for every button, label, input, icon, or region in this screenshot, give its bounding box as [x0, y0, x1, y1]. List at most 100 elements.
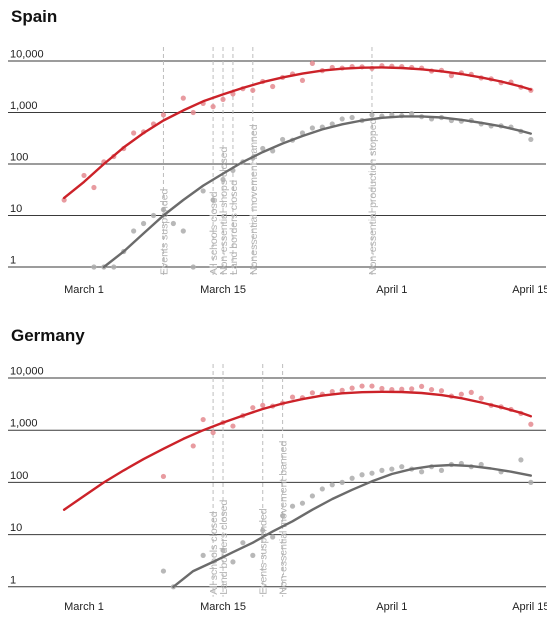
cases-point — [478, 395, 484, 401]
deaths-point — [131, 228, 137, 234]
cases-point — [299, 77, 306, 84]
x-tick-label: March 15 — [200, 601, 246, 613]
cases-point — [309, 60, 315, 66]
deaths-point — [369, 112, 375, 118]
y-tick-label: 1 — [10, 255, 16, 267]
deaths-point — [518, 457, 524, 463]
deaths-point — [379, 467, 385, 473]
event-label: Events suspended — [258, 508, 270, 595]
cases-point — [91, 184, 97, 191]
deaths-point — [111, 264, 117, 270]
x-tick-label: March 1 — [64, 284, 104, 296]
x-tick-label: April 15 — [512, 601, 547, 613]
cases-point — [61, 197, 67, 203]
deaths-point — [309, 125, 315, 131]
chart-title-germany: Germany — [11, 326, 85, 345]
cases-point — [438, 388, 445, 394]
deaths-point — [210, 197, 216, 203]
deaths-trend-line — [102, 115, 532, 269]
panel-germany: Germany 1 10 100 1,000 10,000 March 1 March 15… — [8, 326, 547, 613]
deaths-point — [240, 540, 246, 546]
event-label: Events suspended — [158, 188, 170, 275]
cases-point — [220, 96, 226, 102]
deaths-point — [349, 475, 355, 481]
deaths-point — [399, 464, 405, 470]
deaths-point — [250, 552, 256, 558]
deaths-point — [200, 552, 206, 558]
deaths-point — [528, 479, 534, 485]
cases-point — [180, 95, 186, 101]
cases-point — [160, 112, 167, 118]
deaths-point — [349, 114, 355, 121]
deaths-point — [419, 469, 425, 475]
cases-point — [190, 109, 196, 116]
deaths-point — [299, 500, 306, 506]
x-tick-label: March 1 — [64, 601, 104, 613]
cases-point — [458, 391, 464, 397]
cases-point — [369, 383, 375, 389]
deaths-point — [230, 559, 236, 565]
deaths-point — [200, 188, 206, 194]
chart-title-spain: Spain — [11, 7, 57, 26]
panel-spain: Spain 1 10 100 1,000 10,000 March 1 March 15 Ap… — [8, 7, 547, 296]
deaths-point — [160, 207, 167, 213]
deaths-point — [329, 121, 335, 127]
deaths-point — [190, 264, 196, 270]
deaths-point — [528, 136, 534, 143]
deaths-point — [329, 482, 335, 488]
event-label: Land borders closed — [218, 499, 230, 594]
deaths-point — [140, 220, 147, 227]
cases-point — [399, 386, 405, 392]
cases-point — [468, 389, 474, 395]
x-tick-label: April 1 — [376, 601, 407, 613]
deaths-trend-line — [172, 463, 532, 588]
x-tick-label: April 15 — [512, 284, 547, 296]
cases-point — [190, 443, 196, 449]
cases-point — [329, 388, 335, 395]
deaths-point — [220, 176, 226, 183]
deaths-point — [160, 568, 167, 574]
deaths-point — [270, 534, 276, 540]
cases-point — [131, 130, 137, 136]
deaths-point — [369, 470, 375, 476]
event-label: All schools closed — [208, 511, 220, 595]
cases-point — [419, 383, 425, 390]
cases-point — [379, 385, 385, 392]
cases-point — [349, 385, 355, 391]
cases-trend-line — [62, 66, 532, 200]
event-label: Non-essential production stopped — [367, 118, 379, 275]
cases-point — [160, 473, 167, 480]
x-tick-label: March 15 — [200, 284, 246, 296]
cases-point — [250, 405, 256, 411]
deaths-point — [91, 264, 97, 270]
cases-point — [210, 429, 216, 436]
deaths-point — [280, 513, 286, 519]
deaths-point — [289, 503, 296, 509]
cases-point — [230, 423, 236, 429]
deaths-point — [319, 486, 325, 492]
cases-point — [309, 390, 315, 396]
y-tick-label: 1,000 — [10, 100, 38, 112]
cases-trend-line — [62, 390, 532, 511]
deaths-point — [389, 466, 395, 472]
event-label: Nonessential movement banned — [248, 124, 260, 275]
deaths-point — [220, 547, 226, 553]
deaths-point — [478, 461, 484, 468]
cases-point — [260, 402, 266, 408]
y-tick-label: 10,000 — [10, 49, 44, 61]
cases-point — [250, 87, 256, 93]
y-tick-label: 1,000 — [10, 418, 38, 430]
deaths-point — [280, 136, 286, 143]
y-tick-label: 10 — [10, 203, 22, 215]
cases-point — [359, 383, 365, 389]
deaths-point — [339, 479, 345, 485]
x-tick-label: April 1 — [376, 284, 407, 296]
event-label: Land borders closed — [228, 180, 240, 275]
deaths-point — [180, 228, 186, 234]
deaths-point — [409, 111, 415, 117]
cases-point — [528, 421, 534, 427]
deaths-point — [299, 130, 306, 136]
y-tick-label: 1 — [10, 574, 16, 586]
